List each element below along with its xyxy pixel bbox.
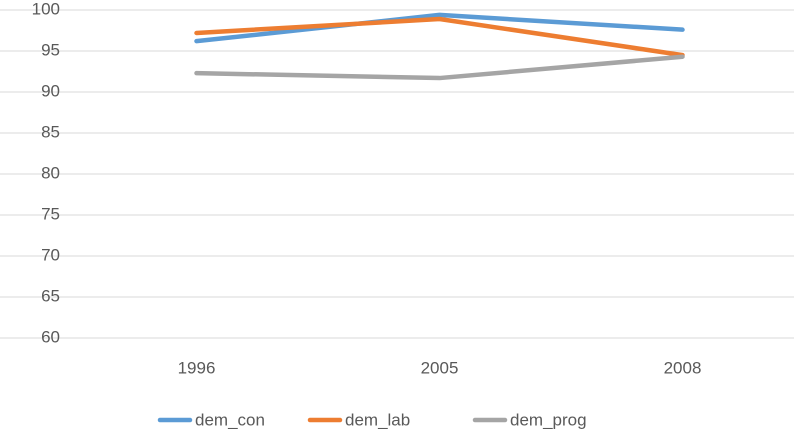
series-line (194, 54, 685, 81)
y-tick-label: 75 (41, 204, 60, 223)
x-tick-label: 2008 (664, 358, 702, 377)
legend-label: dem_lab (345, 410, 410, 429)
y-tick-label: 70 (41, 245, 60, 264)
series-line (194, 16, 685, 58)
x-tick-label: 2005 (421, 358, 459, 377)
y-tick-label: 85 (41, 122, 60, 141)
x-tick-label: 1996 (178, 358, 216, 377)
y-tick-label: 60 (41, 327, 60, 346)
y-tick-label: 95 (41, 40, 60, 59)
y-tick-label: 90 (41, 81, 60, 100)
legend-label: dem_prog (510, 410, 587, 429)
y-tick-label: 100 (32, 0, 60, 18)
series-line (194, 12, 685, 44)
y-tick-label: 80 (41, 163, 60, 182)
legend-label: dem_con (195, 410, 265, 429)
y-tick-label: 65 (41, 286, 60, 305)
